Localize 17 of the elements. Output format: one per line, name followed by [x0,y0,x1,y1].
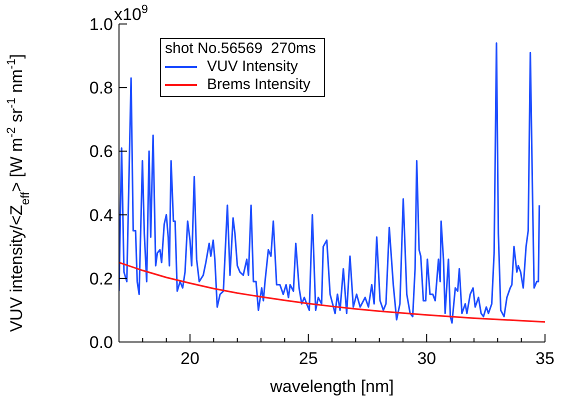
x-tick-label: 20 [180,349,200,368]
line-series [119,42,540,324]
y-tick-label: 0.6 [89,142,113,162]
y-tick-label: 0.4 [89,206,113,225]
y-tick-label: 0.2 [89,269,113,288]
x-tick-label: 35 [536,349,554,368]
line-series [119,262,545,323]
y-tick-label: 1.0 [89,15,113,34]
legend-title: shot No.56569 270ms [165,40,316,58]
x-axis-title: wavelength [nm] [269,377,394,396]
legend-label: VUV Intensity [207,58,298,76]
annotation: x10$^{9}$ [114,2,148,24]
y-tick-label: 0.8 [89,78,113,98]
x-tick-label: 25 [298,349,318,368]
x-tick-label: 30 [417,349,436,368]
y-tick-label: 0.0 [89,333,113,352]
legend-label: Brems Intensity [207,76,310,94]
